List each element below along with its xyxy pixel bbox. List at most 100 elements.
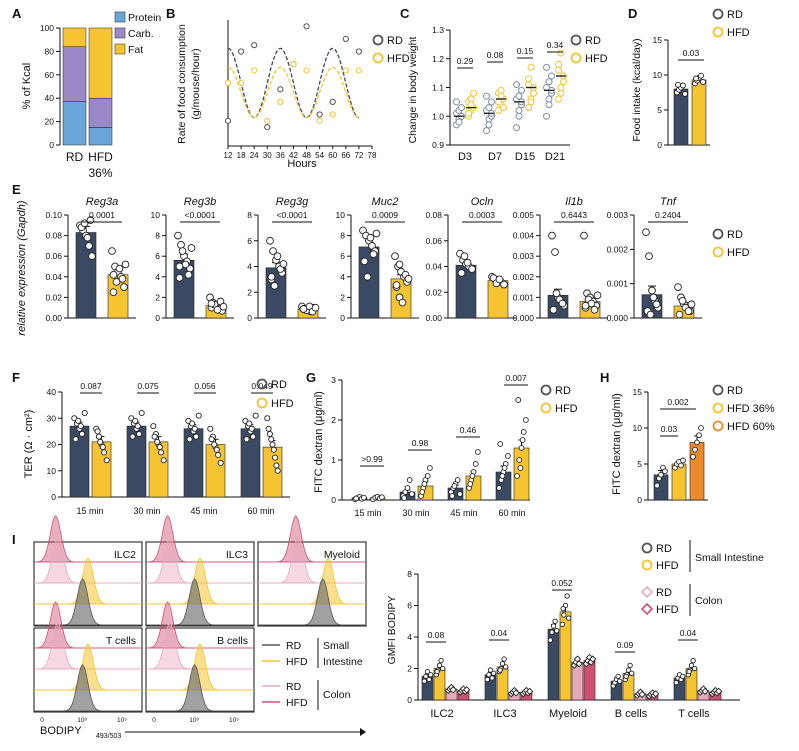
data-point bbox=[517, 465, 524, 471]
data-point bbox=[316, 117, 323, 124]
x-tick-label: 18 bbox=[237, 151, 246, 160]
x-tick-sublabel: 36% bbox=[88, 166, 112, 180]
data-point bbox=[72, 436, 79, 443]
data-point bbox=[246, 420, 253, 427]
data-point bbox=[674, 283, 682, 291]
y-tick-label: 5 bbox=[637, 459, 642, 469]
gene-subplot-Reg3g: 0 2 4 6 8 Reg3g <0.0001 bbox=[247, 196, 326, 323]
data-point bbox=[406, 477, 413, 483]
data-point bbox=[109, 288, 118, 297]
data-point bbox=[501, 656, 507, 662]
data-point bbox=[118, 275, 127, 283]
data-point bbox=[649, 293, 658, 302]
stacked-bar-segment bbox=[88, 27, 113, 99]
p-value-label: 0.46 bbox=[460, 425, 477, 435]
data-point bbox=[178, 247, 187, 255]
x-tick-label: 78 bbox=[368, 151, 377, 160]
data-point bbox=[530, 89, 537, 97]
histogram-label: Myeloid bbox=[324, 549, 360, 561]
x-tick-label: 60 min bbox=[247, 506, 274, 516]
data-point bbox=[555, 95, 562, 103]
data-point bbox=[175, 262, 184, 271]
data-point bbox=[472, 461, 479, 467]
data-point bbox=[690, 657, 696, 664]
legend-label: HFD 60% bbox=[727, 421, 775, 433]
p-value-label: 0.049 bbox=[251, 381, 273, 391]
data-point bbox=[557, 49, 565, 57]
y-tick-label: 0 bbox=[407, 695, 412, 705]
x-tick-label: 60 min bbox=[498, 508, 525, 518]
legend-label: HFD bbox=[585, 53, 608, 65]
y-tick-label: 0.003 bbox=[513, 251, 535, 261]
x-tick-label: 60 bbox=[328, 151, 337, 160]
data-point bbox=[207, 299, 216, 308]
y-tick-label: 0.002 bbox=[607, 244, 629, 254]
data-point bbox=[564, 593, 570, 599]
data-point bbox=[264, 117, 271, 124]
legend-label: RD bbox=[727, 9, 743, 21]
data-point bbox=[290, 61, 297, 68]
p-value-label: 0.04 bbox=[680, 628, 697, 638]
histogram-label: ILC3 bbox=[226, 549, 248, 561]
data-point bbox=[243, 436, 250, 443]
panel-letter: E bbox=[12, 182, 21, 197]
data-point bbox=[549, 305, 558, 314]
histogram-trace bbox=[34, 578, 142, 626]
legend-label: RD bbox=[585, 35, 601, 47]
data-point bbox=[115, 264, 124, 273]
data-point bbox=[515, 107, 523, 114]
data-point bbox=[673, 680, 679, 686]
legend-marker bbox=[640, 602, 654, 616]
data-point bbox=[551, 248, 559, 256]
data-point bbox=[342, 67, 349, 74]
y-tick-label: 4 bbox=[340, 272, 345, 282]
legend-group-label: Small Intestine bbox=[695, 552, 764, 564]
legend-swatch bbox=[114, 27, 126, 39]
data-point bbox=[486, 672, 492, 678]
x-tick-label: ILC2 bbox=[430, 708, 453, 720]
legend-marker bbox=[712, 384, 724, 396]
data-point bbox=[277, 86, 284, 93]
data-point bbox=[138, 409, 145, 417]
data-point bbox=[83, 233, 92, 242]
data-point bbox=[516, 457, 523, 463]
data-point bbox=[440, 665, 446, 672]
data-point bbox=[488, 98, 495, 106]
histogram-ILC2: ILC2 bbox=[33, 515, 143, 627]
stacked-bar-segment bbox=[62, 101, 87, 146]
data-point bbox=[678, 462, 684, 469]
legend-group-label: Colon bbox=[695, 595, 723, 607]
y-tick-label: 0.004 bbox=[513, 231, 535, 241]
data-point bbox=[463, 686, 471, 694]
panel-letter: C bbox=[400, 6, 410, 21]
data-point bbox=[266, 236, 274, 245]
p-value-label: 0.007 bbox=[505, 373, 527, 383]
panel-h-chart: 0 5 10 15 FITC dextran (μg/ml) 0.03 0.002 RD HFD… bbox=[611, 384, 775, 505]
data-point bbox=[156, 444, 163, 451]
p-value-label: 0.0003 bbox=[469, 210, 495, 220]
data-point bbox=[85, 242, 93, 250]
data-point bbox=[499, 473, 506, 479]
legend-marker bbox=[712, 26, 724, 38]
data-point bbox=[526, 687, 534, 695]
data-point bbox=[700, 79, 706, 85]
data-point bbox=[525, 75, 532, 83]
p-value-label: 0.08 bbox=[428, 630, 445, 640]
data-point bbox=[552, 618, 558, 624]
data-point bbox=[559, 621, 565, 628]
histogram-B-cells: B cells bbox=[145, 601, 255, 713]
legend-label: RD bbox=[271, 379, 287, 391]
data-point bbox=[175, 273, 184, 282]
data-point bbox=[629, 670, 635, 676]
panel-g-chart: 0 1 2 3 FITC dextran (μg/ml) 15 min 30 min 45 m… bbox=[313, 373, 578, 518]
y-tick-label: 10 bbox=[633, 423, 643, 433]
y-tick-label: 0.00 bbox=[45, 313, 62, 323]
y-tick-label: 30 bbox=[47, 413, 57, 423]
data-point bbox=[264, 415, 271, 422]
gene-title: Reg3a bbox=[86, 196, 118, 208]
y-tick-label: 40 bbox=[47, 387, 57, 397]
bar bbox=[148, 441, 169, 498]
data-point bbox=[438, 657, 444, 664]
y-tick-label: 10 bbox=[653, 70, 663, 80]
